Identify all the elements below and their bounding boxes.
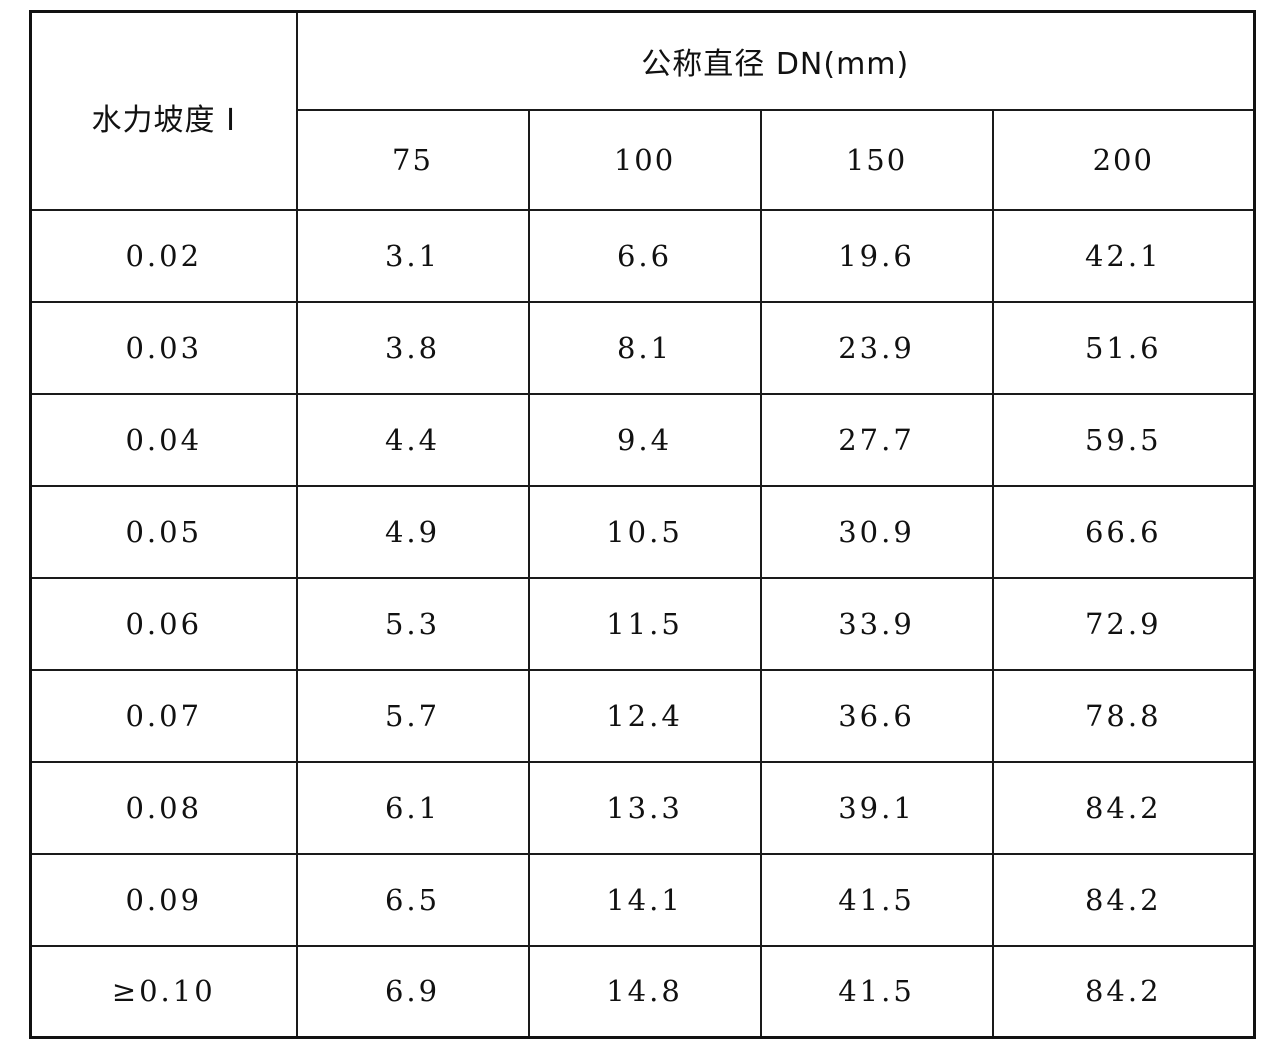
value-cell: 6.5 [295, 852, 530, 947]
value-cell: 33.9 [759, 576, 994, 671]
header-row-group: 水力坡度 I 公称直径 DN(mm) [29, 10, 1256, 211]
table-row: 0.05 4.9 10.5 30.9 66.6 [29, 484, 1256, 579]
value-cell: 78.8 [991, 668, 1256, 763]
slope-cell: 0.04 [29, 392, 298, 487]
value-cell: 5.3 [295, 576, 530, 671]
slope-cell: 0.07 [29, 668, 298, 763]
table-row: 0.08 6.1 13.3 39.1 84.2 [29, 760, 1256, 855]
value-cell: 23.9 [759, 300, 994, 395]
value-cell: 66.6 [991, 484, 1256, 579]
value-cell: 3.1 [295, 208, 530, 303]
value-cell: 4.4 [295, 392, 530, 487]
value-cell: 30.9 [759, 484, 994, 579]
header-row-diameters: 75 100 150 200 [31, 108, 1256, 211]
diameter-header-200: 200 [991, 108, 1256, 211]
value-cell: 4.9 [295, 484, 530, 579]
value-cell: 5.7 [295, 668, 530, 763]
table-row: 0.06 5.3 11.5 33.9 72.9 [29, 576, 1256, 671]
data-table-container: 水力坡度 I 公称直径 DN(mm) 75 100 150 200 0.02 3… [29, 10, 1256, 1039]
slope-cell: 0.06 [29, 576, 298, 671]
table-row: 0.04 4.4 9.4 27.7 59.5 [29, 392, 1256, 487]
value-cell: 19.6 [759, 208, 994, 303]
value-cell: 9.4 [527, 392, 762, 487]
table-row: 0.02 3.1 6.6 19.6 42.1 [29, 208, 1256, 303]
table-row: 0.09 6.5 14.1 41.5 84.2 [29, 852, 1256, 947]
slope-cell: ≥0.10 [29, 944, 298, 1039]
value-cell: 14.1 [527, 852, 762, 947]
value-cell: 84.2 [991, 760, 1256, 855]
table-row: 0.07 5.7 12.4 36.6 78.8 [29, 668, 1256, 763]
value-cell: 42.1 [991, 208, 1256, 303]
value-cell: 6.1 [295, 760, 530, 855]
value-cell: 12.4 [527, 668, 762, 763]
value-cell: 13.3 [527, 760, 762, 855]
value-cell: 51.6 [991, 300, 1256, 395]
value-cell: 10.5 [527, 484, 762, 579]
value-cell: 72.9 [991, 576, 1256, 671]
value-cell: 27.7 [759, 392, 994, 487]
value-cell: 8.1 [527, 300, 762, 395]
diameter-header-150: 150 [759, 108, 994, 211]
value-cell: 11.5 [527, 576, 762, 671]
slope-cell: 0.05 [29, 484, 298, 579]
diameter-header-75: 75 [295, 108, 530, 211]
slope-column-header: 水力坡度 I [29, 10, 298, 211]
diameter-header-100: 100 [527, 108, 762, 211]
flow-capacity-table: 水力坡度 I 公称直径 DN(mm) 75 100 150 200 0.02 3… [29, 10, 1256, 1039]
value-cell: 41.5 [759, 944, 994, 1039]
value-cell: 6.6 [527, 208, 762, 303]
value-cell: 39.1 [759, 760, 994, 855]
slope-cell: 0.08 [29, 760, 298, 855]
table-row: ≥0.10 6.9 14.8 41.5 84.2 [29, 944, 1256, 1039]
value-cell: 3.8 [295, 300, 530, 395]
value-cell: 36.6 [759, 668, 994, 763]
value-cell: 84.2 [991, 944, 1256, 1039]
value-cell: 41.5 [759, 852, 994, 947]
value-cell: 14.8 [527, 944, 762, 1039]
slope-cell: 0.02 [29, 208, 298, 303]
value-cell: 6.9 [295, 944, 530, 1039]
value-cell: 84.2 [991, 852, 1256, 947]
nominal-diameter-header: 公称直径 DN(mm) [295, 10, 1256, 111]
table-row: 0.03 3.8 8.1 23.9 51.6 [29, 300, 1256, 395]
slope-cell: 0.09 [29, 852, 298, 947]
value-cell: 59.5 [991, 392, 1256, 487]
slope-cell: 0.03 [29, 300, 298, 395]
